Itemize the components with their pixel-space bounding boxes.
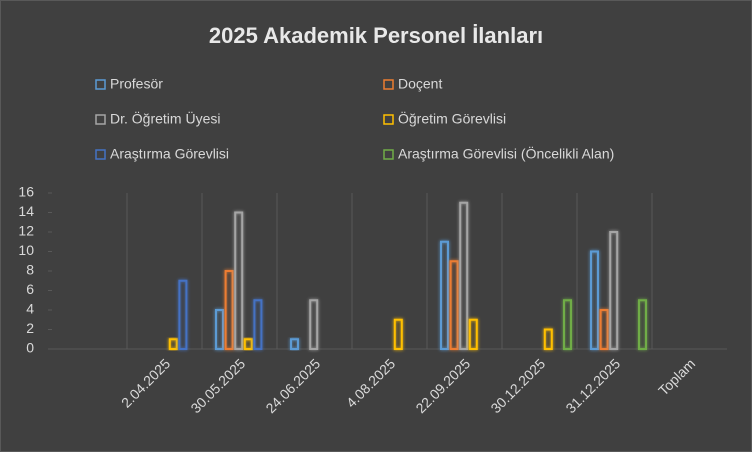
legend-swatch (383, 149, 394, 160)
bar (459, 201, 469, 350)
legend-label: Öğretim Görevlisi (398, 110, 506, 127)
bar (440, 240, 449, 350)
bar (609, 231, 619, 350)
y-tick-label: 16 (18, 184, 34, 200)
y-tick-label: 14 (18, 203, 34, 219)
bar (178, 279, 188, 350)
y-tick-label: 10 (18, 242, 34, 258)
y-tick-label: 4 (26, 301, 34, 317)
bar (563, 299, 572, 350)
bar (253, 299, 263, 350)
y-tick-label: 8 (26, 262, 34, 278)
legend-swatch (383, 79, 394, 90)
bar (638, 299, 647, 350)
legend-swatch (95, 114, 106, 125)
y-tick-label: 0 (26, 340, 34, 356)
legend-label: Araştırma Görevlisi (110, 146, 229, 162)
bar (290, 338, 299, 350)
legend-swatch (95, 149, 106, 160)
bar (599, 309, 609, 350)
bar (234, 211, 244, 350)
legend-swatch (95, 79, 106, 90)
bar (224, 270, 234, 350)
bar (468, 318, 478, 350)
legend-label: Dr. Öğretim Üyesi (110, 110, 220, 127)
y-tick-label: 6 (26, 281, 34, 297)
legend-label: Profesör (110, 76, 163, 92)
bar (543, 328, 553, 350)
legend-label: Doçent (398, 76, 442, 92)
bar (449, 260, 459, 350)
y-tick-label: 12 (18, 223, 34, 239)
bar (243, 338, 253, 350)
bar (590, 250, 599, 350)
bar (309, 299, 319, 350)
bar (393, 318, 403, 350)
bar (215, 309, 224, 350)
bar (168, 338, 178, 350)
legend-label: Araştırma Görevlisi (Öncelikli Alan) (398, 145, 614, 162)
chart-title: 2025 Akademik Personel İlanları (209, 23, 543, 48)
y-tick-label: 2 (26, 320, 34, 336)
legend-swatch (383, 114, 394, 125)
